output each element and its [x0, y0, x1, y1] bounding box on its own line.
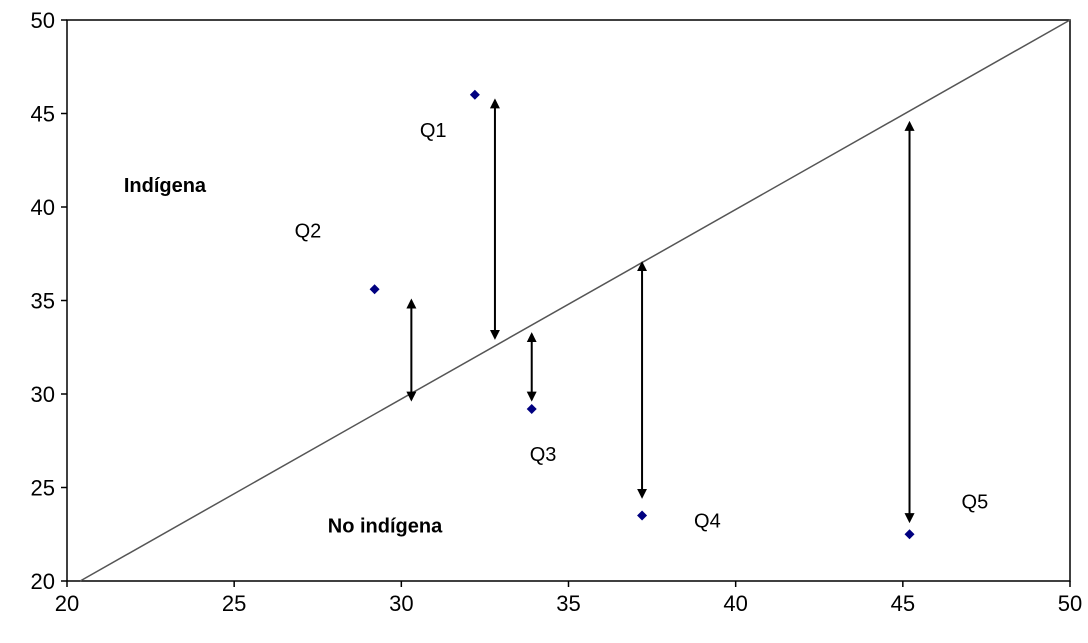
point-label: Q3	[530, 444, 557, 466]
y-tick-label: 20	[31, 569, 55, 594]
x-tick-label: 50	[1058, 591, 1082, 616]
y-tick-label: 50	[31, 8, 55, 33]
y-tick-label: 40	[31, 195, 55, 220]
x-tick-label: 25	[222, 591, 246, 616]
region-labels: Indígena No indígena	[124, 175, 443, 537]
y-tick-labels: 20 25 30 35 40 45 50	[31, 8, 55, 594]
x-tick-label: 20	[55, 591, 79, 616]
point-label: Q2	[295, 220, 322, 242]
x-tick-labels: 20 25 30 35 40 45 50	[55, 591, 1082, 616]
y-tick-label: 35	[31, 289, 55, 314]
data-point	[470, 90, 480, 100]
data-point	[370, 284, 380, 294]
x-tick-label: 30	[389, 591, 413, 616]
x-tick-label: 45	[891, 591, 915, 616]
arrows	[411, 100, 909, 521]
y-tick-label: 45	[31, 102, 55, 127]
reference-line	[80, 20, 1070, 581]
region-label: No indígena	[328, 515, 443, 537]
point-label: Q4	[694, 511, 721, 533]
region-label: Indígena	[124, 175, 207, 197]
data-point	[637, 511, 647, 521]
plot-frame	[67, 20, 1070, 581]
data-point	[905, 529, 915, 539]
y-tick-label: 30	[31, 382, 55, 407]
point-label: Q1	[420, 120, 447, 142]
point-label: Q5	[962, 491, 989, 513]
y-tick-label: 25	[31, 476, 55, 501]
data-point	[527, 404, 537, 414]
x-tick-label: 35	[556, 591, 580, 616]
x-tick-label: 40	[723, 591, 747, 616]
plot-area	[67, 20, 1070, 581]
